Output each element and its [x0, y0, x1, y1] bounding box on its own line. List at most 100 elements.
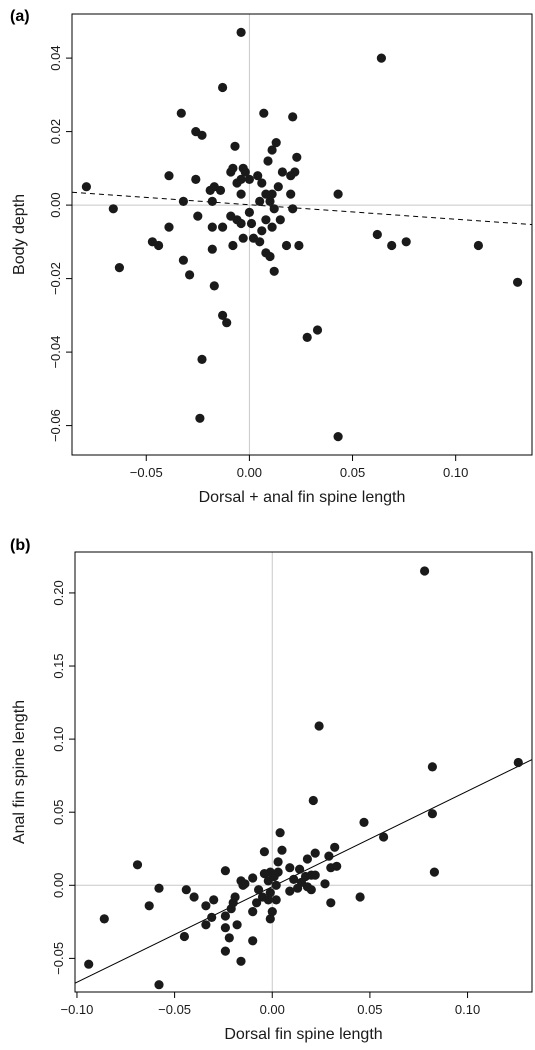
x-tick-label: 0.00 [260, 1002, 285, 1017]
panel-label: (b) [10, 537, 30, 554]
y-tick-label: −0.02 [48, 262, 63, 295]
data-point [277, 167, 287, 177]
x-tick-label: 0.05 [340, 465, 365, 480]
data-point [181, 885, 191, 895]
x-tick-label: 0.00 [237, 465, 262, 480]
data-point [285, 863, 295, 873]
data-point [218, 82, 228, 93]
x-tick-label: 0.05 [357, 1002, 382, 1017]
data-point [308, 795, 318, 806]
data-point [310, 848, 320, 858]
data-point [218, 310, 228, 320]
data-point [220, 911, 230, 921]
data-point [293, 883, 303, 893]
data-point [473, 240, 483, 251]
data-point [154, 240, 164, 251]
data-point [427, 809, 437, 819]
data-point [277, 845, 287, 855]
data-point [178, 255, 188, 265]
x-axis-title: Dorsal + anal fin spine length [199, 489, 406, 506]
data-point [271, 880, 281, 890]
data-point [99, 914, 109, 924]
data-point [193, 211, 203, 221]
y-axis-title: Body depth [11, 194, 28, 275]
data-point [420, 566, 430, 576]
y-axis-title: Anal fin spine length [11, 700, 28, 844]
data-point [269, 204, 279, 214]
data-point [114, 263, 124, 273]
data-point [259, 869, 269, 879]
data-point [230, 141, 240, 151]
data-point [310, 870, 320, 880]
data-point [267, 907, 277, 917]
data-point [326, 898, 336, 908]
data-point [254, 885, 264, 895]
data-point [259, 847, 269, 857]
data-point [265, 888, 275, 898]
data-point [164, 222, 174, 232]
data-point [248, 907, 258, 917]
data-point [207, 196, 217, 206]
data-point [238, 880, 248, 890]
data-point [195, 413, 205, 423]
data-point [201, 920, 211, 930]
panel-label: (a) [10, 8, 30, 25]
data-point [359, 817, 369, 827]
data-point [263, 876, 273, 886]
data-point [376, 53, 386, 63]
data-point [220, 866, 230, 876]
data-point [265, 914, 275, 924]
x-tick-label: −0.05 [158, 1002, 191, 1017]
data-point [271, 138, 281, 148]
data-point [372, 229, 382, 240]
data-point [273, 182, 283, 192]
data-point [108, 204, 118, 214]
data-point [191, 174, 201, 184]
data-point [205, 185, 215, 195]
data-point [267, 189, 277, 199]
data-point [292, 152, 302, 162]
data-point [255, 196, 265, 206]
data-point [267, 222, 277, 232]
data-point [185, 270, 195, 280]
data-point [513, 757, 523, 768]
x-tick-label: −0.10 [60, 1002, 93, 1017]
data-point [286, 171, 296, 181]
data-point [263, 156, 273, 166]
data-point [220, 946, 230, 956]
data-point [197, 130, 207, 140]
data-point [271, 895, 281, 905]
data-point [84, 959, 94, 969]
data-point [176, 108, 186, 118]
y-tick-label: 0.20 [51, 580, 66, 605]
data-point [226, 167, 236, 177]
data-point [197, 354, 207, 364]
data-point [401, 237, 411, 247]
y-tick-label: 0.05 [51, 800, 66, 825]
data-point [294, 240, 304, 251]
data-point [201, 901, 211, 911]
data-point [255, 237, 265, 247]
data-point [246, 218, 257, 229]
data-point [248, 936, 258, 946]
data-point [253, 171, 263, 181]
data-point [306, 885, 316, 895]
data-point [236, 27, 246, 37]
data-point [285, 886, 295, 896]
data-point [179, 931, 189, 942]
data-point [220, 923, 230, 933]
data-point [320, 879, 330, 889]
scatter-chart-b: −0.10 −0.05 0.00 0.05 0.10 −0.05 0.00 0.05 0.10 0… [10, 537, 533, 1043]
data-point [273, 857, 283, 867]
plot-frame [74, 551, 533, 993]
data-point [226, 904, 236, 914]
data-point [215, 185, 226, 195]
data-point [259, 108, 269, 118]
data-point [275, 215, 285, 225]
y-tick-label: 0.02 [48, 119, 63, 144]
data-point [286, 189, 296, 199]
data-point [295, 864, 305, 874]
y-tick-label: 0.00 [48, 192, 63, 217]
data-point [379, 832, 389, 842]
data-point [232, 920, 242, 930]
